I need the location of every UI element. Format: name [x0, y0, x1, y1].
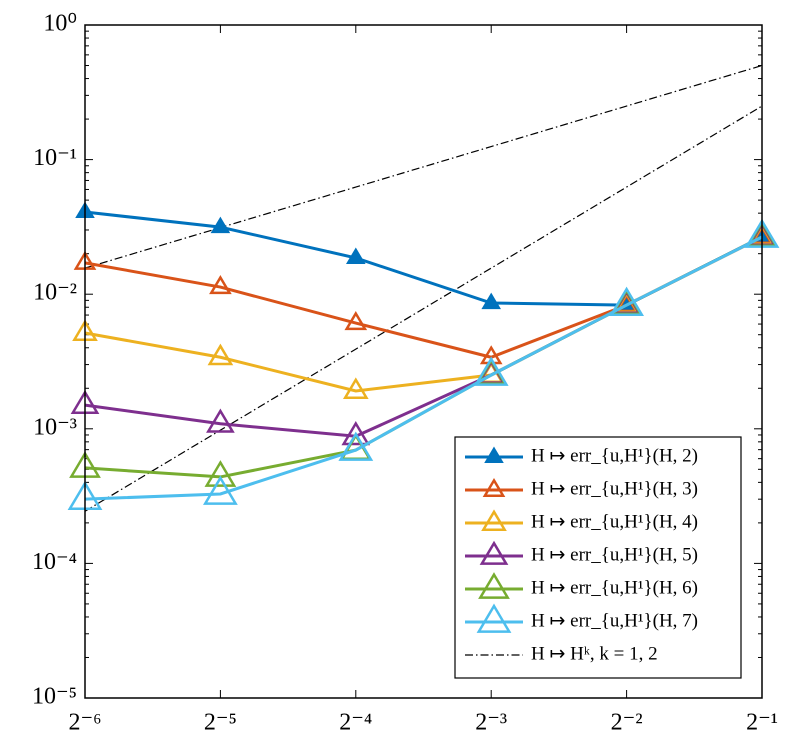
marker	[346, 247, 366, 264]
marker	[204, 460, 237, 487]
y-tick-label: 10⁻⁴	[32, 549, 77, 575]
y-tick-label: 10⁻²	[33, 280, 77, 306]
series-line	[84, 210, 763, 307]
legend-label: H ↦ err_{u,H¹}(H, 7)	[531, 610, 698, 631]
legend-marker	[481, 509, 507, 531]
marker	[210, 216, 231, 234]
marker	[207, 343, 234, 366]
reference-line	[84, 64, 763, 269]
y-tick-label: 10⁻⁵	[32, 684, 77, 710]
legend-label: H ↦ err_{u,H¹}(H, 2)	[531, 445, 698, 466]
marker	[203, 475, 238, 505]
x-tick-label: 2⁻³	[475, 710, 507, 736]
legend-label: H ↦ Hᵏ, k = 1, 2	[531, 643, 658, 664]
legend-marker	[482, 477, 506, 498]
marker	[481, 292, 501, 310]
marker	[473, 356, 509, 386]
marker	[609, 286, 644, 316]
legend-marker	[484, 446, 504, 464]
series-line	[84, 235, 763, 359]
marker	[342, 377, 369, 399]
legend-label: H ↦ err_{u,H¹}(H, 4)	[531, 511, 698, 532]
legend-marker	[478, 572, 510, 599]
legend-label: H ↦ err_{u,H¹}(H, 5)	[531, 544, 698, 565]
marker	[344, 311, 368, 331]
legend-label: H ↦ err_{u,H¹}(H, 3)	[531, 478, 698, 499]
x-tick-label: 2⁻⁶	[68, 710, 101, 736]
x-tick-label: 2⁻¹	[746, 710, 778, 736]
reference-line	[84, 105, 763, 512]
y-tick-label: 10⁻³	[33, 414, 77, 440]
legend-label: H ↦ err_{u,H¹}(H, 6)	[531, 577, 698, 598]
series-line	[84, 235, 763, 501]
x-tick-label: 2⁻⁵	[204, 710, 237, 736]
marker	[341, 421, 371, 446]
x-tick-label: 2⁻²	[611, 710, 643, 736]
series-line	[84, 235, 763, 393]
marker	[206, 408, 235, 433]
series-line	[84, 235, 763, 438]
legend-marker	[476, 603, 512, 633]
marker	[209, 275, 232, 295]
y-tick-label: 10⁻¹	[33, 145, 77, 171]
x-tick-label: 2⁻⁴	[339, 710, 372, 736]
plot-frame	[84, 24, 763, 699]
legend-marker	[479, 540, 509, 565]
marker	[338, 431, 374, 461]
y-tick-label: 10⁰	[43, 11, 77, 37]
